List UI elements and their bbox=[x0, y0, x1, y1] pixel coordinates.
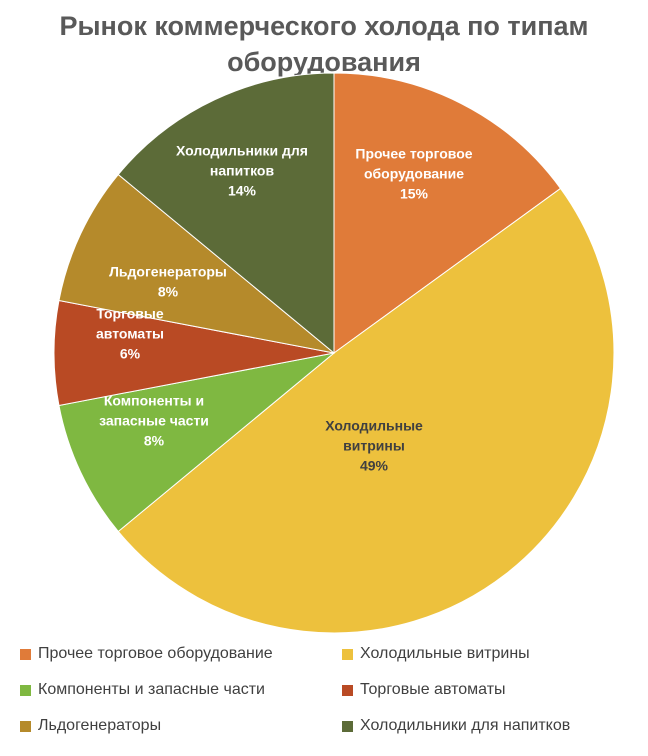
legend-swatch bbox=[342, 684, 353, 696]
slice-data-label: Льдогенераторы bbox=[109, 264, 227, 280]
legend-label: Льдогенераторы bbox=[38, 717, 162, 734]
slice-data-label: 49% bbox=[360, 458, 389, 474]
legend-swatch bbox=[20, 720, 31, 732]
pie-slice bbox=[58, 173, 335, 354]
legend-item-ice-makers: Льдогенераторы bbox=[20, 716, 342, 736]
slice-data-label: Прочее торговое bbox=[355, 146, 472, 162]
legend-item-other-equipment: Прочее торговое оборудование bbox=[20, 644, 342, 664]
legend-label: Компоненты и запасные части bbox=[38, 681, 265, 698]
slice-data-label: Холодильные bbox=[325, 418, 423, 434]
pie-slice bbox=[333, 72, 562, 354]
legend-swatch bbox=[20, 648, 31, 660]
slice-data-label: 14% bbox=[228, 183, 257, 199]
legend-label: Торговые автоматы bbox=[360, 681, 506, 698]
slice-data-label: Компоненты и bbox=[104, 393, 204, 409]
legend-swatch bbox=[342, 720, 353, 732]
legend-label: Холодильники для напитков bbox=[360, 717, 571, 734]
legend-swatch bbox=[20, 684, 31, 696]
legend-item-refrigerated-displays: Холодильные витрины bbox=[342, 644, 640, 664]
slice-data-label: Торговые bbox=[96, 306, 164, 322]
slice-data-label: витрины bbox=[343, 438, 405, 454]
legend-item-beverage-coolers: Холодильники для напитков bbox=[342, 716, 640, 736]
slice-data-label: Холодильники для bbox=[176, 143, 308, 159]
slice-data-label: напитков bbox=[210, 163, 275, 179]
legend-label: Холодильные витрины bbox=[360, 645, 530, 662]
legend-label: Прочее торговое оборудование bbox=[38, 645, 273, 662]
pie-slice bbox=[58, 352, 335, 533]
pie-slice bbox=[117, 72, 335, 355]
slice-data-label: автоматы bbox=[96, 326, 164, 342]
pie-slice bbox=[117, 187, 615, 634]
chart-title-line-2: оборудования bbox=[227, 47, 421, 77]
legend-item-vending-machines: Торговые автоматы bbox=[342, 680, 640, 700]
legend-swatch bbox=[342, 648, 353, 660]
legend: Прочее торговое оборудование Холодильные… bbox=[20, 644, 640, 736]
slice-data-label: 6% bbox=[120, 346, 141, 362]
chart-title-line-1: Рынок коммерческого холода по типам bbox=[59, 11, 589, 41]
slice-data-label: оборудование bbox=[364, 166, 464, 182]
pie-chart: Прочее торговое оборудование 15% Холодильны… bbox=[53, 72, 615, 634]
slice-data-label: запасные части bbox=[99, 413, 209, 429]
chart-title: Рынок коммерческого холода по типам обор… bbox=[0, 8, 648, 80]
slice-data-label: 15% bbox=[400, 186, 429, 202]
slice-data-label: 8% bbox=[144, 433, 165, 449]
legend-item-components: Компоненты и запасные части bbox=[20, 680, 342, 700]
slice-data-label: 8% bbox=[158, 284, 179, 300]
